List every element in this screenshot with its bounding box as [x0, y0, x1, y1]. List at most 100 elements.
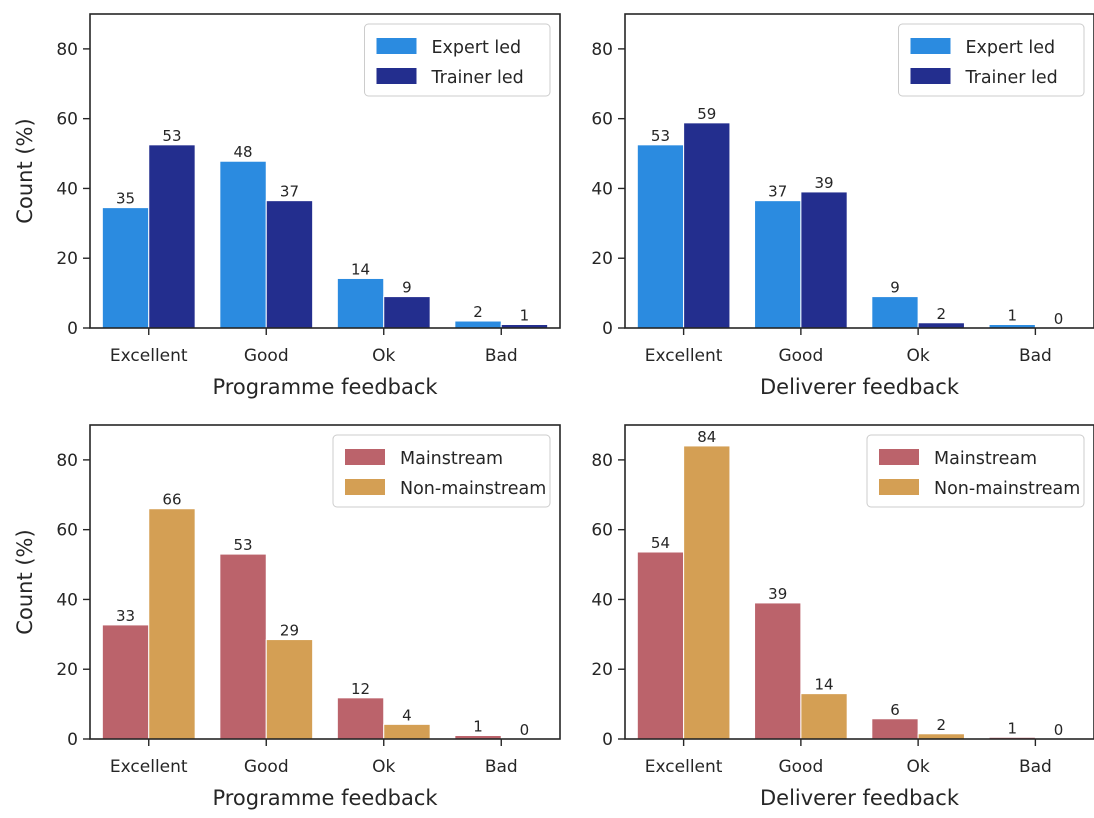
data-label: 48: [233, 143, 252, 161]
data-label: 54: [651, 534, 670, 552]
data-label: 53: [162, 127, 181, 145]
bar-trainer-led-excellent: [148, 144, 196, 329]
legend-label: Expert led: [432, 38, 522, 58]
legend: Expert led Trainer led: [898, 23, 1085, 97]
y-tick-label: 80: [591, 451, 613, 471]
y-tick-label: 60: [56, 521, 78, 541]
y-tick-label: 40: [591, 179, 613, 199]
y-axis-label: Count (%): [13, 529, 37, 634]
axes-frame: [624, 13, 1094, 329]
legend-swatch: [879, 479, 919, 495]
bar-non-mainstream-ok: [383, 723, 431, 740]
x-tick-label: Good: [778, 346, 823, 366]
data-label: 1: [1007, 307, 1017, 325]
y-tick-label: 20: [591, 660, 613, 680]
axes-frame: [624, 424, 1094, 740]
legend-swatch: [376, 68, 417, 84]
bar-mainstream-excellent: [636, 551, 685, 740]
data-label: 84: [697, 428, 716, 446]
x-tick-label: Good: [778, 757, 823, 777]
y-tick-label: 80: [591, 40, 613, 60]
bar-trainer-led-good: [800, 191, 848, 329]
axes-frame: [89, 13, 561, 329]
legend-swatch: [879, 449, 919, 465]
data-label: 9: [890, 279, 900, 297]
bar-expert-led-excellent: [101, 207, 150, 329]
data-label: 0: [1054, 310, 1064, 328]
data-label: 53: [651, 127, 670, 145]
data-label: 1: [473, 718, 483, 736]
legend-swatch: [376, 38, 417, 54]
y-tick-label: 60: [591, 521, 613, 541]
bar-mainstream-excellent: [101, 624, 150, 740]
bar-mainstream-good: [219, 553, 267, 740]
bar-non-mainstream-good: [800, 693, 848, 740]
x-tick-label: Good: [244, 346, 289, 366]
data-label: 29: [280, 622, 299, 640]
data-label: 66: [162, 491, 181, 509]
x-tick-label: Excellent: [110, 346, 188, 366]
legend-swatch: [345, 479, 385, 495]
x-tick-label: Bad: [1019, 346, 1052, 366]
data-label: 37: [768, 183, 787, 201]
y-tick-label: 0: [602, 319, 613, 339]
y-tick-label: 0: [602, 730, 613, 750]
data-label: 0: [520, 721, 530, 739]
data-label: 14: [814, 676, 833, 694]
legend-box: [866, 434, 1085, 508]
data-label: 4: [402, 706, 412, 724]
data-label: 0: [1054, 721, 1064, 739]
y-tick-label: 40: [56, 590, 78, 610]
data-label: 1: [520, 307, 530, 325]
legend-swatch: [345, 449, 385, 465]
legend-label: Non-mainstream: [400, 479, 546, 499]
x-tick-label: Bad: [485, 757, 518, 777]
y-tick-label: 20: [56, 660, 78, 680]
y-tick-label: 40: [591, 590, 613, 610]
legend-label: Trainer led: [965, 68, 1058, 88]
bar-expert-led-ok: [871, 296, 919, 329]
data-label: 9: [402, 279, 412, 297]
bar-mainstream-good: [754, 602, 802, 740]
legend-label: Mainstream: [400, 449, 503, 469]
legend-swatch: [910, 68, 951, 84]
y-axis-label: Count (%): [13, 118, 37, 223]
data-label: 39: [768, 585, 787, 603]
bar-non-mainstream-excellent: [148, 508, 196, 740]
x-tick-label: Ok: [907, 757, 930, 777]
data-label: 12: [351, 680, 370, 698]
bar-trainer-led-good: [265, 200, 314, 329]
bar-expert-led-bad: [454, 320, 502, 329]
bar-trainer-led-ok: [383, 296, 431, 329]
y-tick-label: 20: [591, 249, 613, 269]
data-label: 6: [890, 701, 900, 719]
data-label: 2: [473, 303, 483, 321]
bar-trainer-led-excellent: [683, 122, 731, 329]
y-tick-label: 20: [56, 249, 78, 269]
bar-expert-led-excellent: [636, 144, 685, 329]
data-label: 35: [116, 190, 135, 208]
y-tick-label: 0: [67, 319, 78, 339]
bar-expert-led-good: [219, 160, 267, 329]
y-tick-label: 60: [591, 110, 613, 130]
bar-non-mainstream-good: [265, 639, 314, 740]
data-label: 2: [937, 716, 947, 734]
legend-box: [332, 434, 551, 508]
legend-label: Expert led: [966, 38, 1056, 58]
bar-non-mainstream-excellent: [683, 445, 731, 740]
x-tick-label: Ok: [372, 757, 395, 777]
legend-label: Non-mainstream: [934, 479, 1080, 499]
data-label: 53: [233, 536, 252, 554]
x-tick-label: Ok: [907, 346, 930, 366]
y-tick-label: 80: [56, 451, 78, 471]
data-label: 2: [937, 305, 947, 323]
x-axis-label: Programme feedback: [212, 786, 438, 810]
x-tick-label: Excellent: [645, 757, 723, 777]
data-label: 37: [280, 183, 299, 201]
legend-label: Mainstream: [934, 449, 1037, 469]
legend: Mainstream Non-mainstream: [332, 434, 551, 508]
